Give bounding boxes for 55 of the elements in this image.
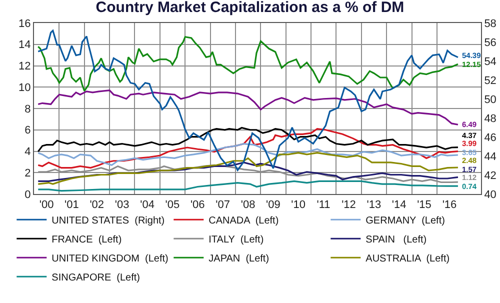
x-tick-label: '08 (240, 199, 256, 212)
y2-tick-label: 54 (484, 56, 496, 68)
legend-label: JAPAN (Left) (208, 254, 270, 265)
x-tick-label: '00 (39, 199, 54, 212)
x-tick-label: '05 (165, 199, 180, 212)
y-tick-label: 14 (18, 39, 31, 52)
chart-title: Country Market Capitalization as a % of DM (96, 0, 404, 16)
line-series (37, 128, 459, 169)
x-tick-label: '07 (216, 199, 230, 212)
x-tick-label: '04 (140, 199, 154, 212)
y2-tick-label: 44 (484, 150, 496, 163)
y-tick-label: 2 (24, 167, 31, 180)
y-tick-label: 8 (24, 103, 31, 116)
line-series (37, 90, 459, 126)
x-tick-label: '06 (190, 199, 205, 212)
y2-tick-label: 56 (484, 36, 496, 49)
y2-tick-label: 52 (484, 74, 496, 87)
y2-tick-label: 58 (484, 18, 496, 30)
y-tick-label: 0 (24, 188, 31, 201)
x-tick-label: '14 (392, 199, 406, 212)
x-tick-label: '11 (316, 199, 330, 212)
line-series (37, 142, 459, 166)
legend-label: ITALY (Left) (208, 234, 264, 246)
x-tick-label: '16 (442, 199, 457, 212)
legend-label: CANADA (Left) (208, 216, 279, 227)
x-tick-label: '03 (114, 199, 130, 212)
legend-label: UNITED KINGDOM (Left) (52, 254, 168, 265)
y-tick-label: 16 (18, 18, 31, 30)
legend-label: SPAIN (Left) (366, 234, 427, 246)
y2-tick-label: 40 (484, 188, 496, 201)
y2-tick-label: 50 (484, 94, 496, 106)
legend-label: UNITED STATES (Right) (52, 216, 165, 227)
legend-label: AUSTRALIA (Left) (366, 254, 450, 265)
x-tick-label: '01 (64, 199, 79, 212)
line-series (37, 152, 459, 185)
line-series (37, 30, 459, 172)
y-tick-label: 4 (24, 146, 31, 158)
x-tick-label: '09 (266, 199, 280, 212)
line-series (37, 36, 459, 92)
x-tick-label: '15 (417, 199, 432, 212)
y2-tick-label: 46 (484, 132, 496, 144)
y-tick-label: 12 (18, 60, 31, 73)
x-tick-label: '10 (291, 199, 306, 212)
x-tick-label: '12 (342, 199, 356, 212)
y2-tick-label: 42 (484, 170, 496, 182)
legend-label: GERMANY (Left) (366, 216, 445, 227)
line-series (37, 126, 459, 152)
line-series (37, 180, 459, 192)
x-tick-label: '13 (366, 199, 382, 212)
legend-label: SINGAPORE (Left) (52, 272, 140, 284)
x-tick-label: '02 (90, 199, 104, 212)
y-tick-label: 10 (18, 82, 31, 94)
legend-label: FRANCE (Left) (52, 234, 122, 246)
y-tick-label: 6 (24, 124, 31, 137)
y2-tick-label: 48 (484, 112, 496, 125)
